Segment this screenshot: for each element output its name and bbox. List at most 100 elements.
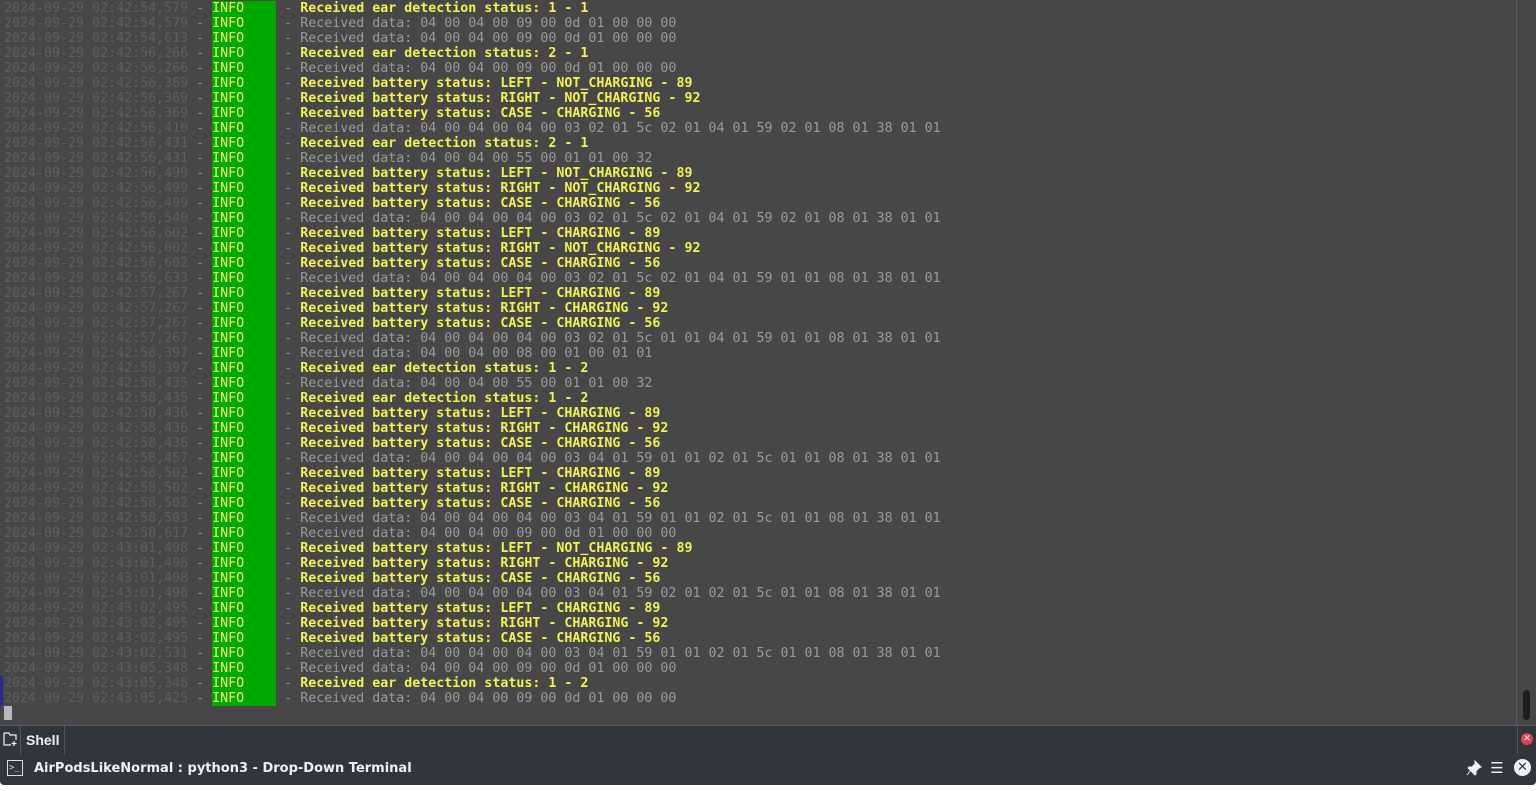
log-line: 2024-09-29 02:42:58,502 - INFO - Receive…	[4, 466, 941, 481]
log-line: 2024-09-29 02:42:56,602 - INFO - Receive…	[4, 256, 941, 271]
log-separator: -	[188, 616, 213, 631]
log-line: 2024-09-29 02:42:56,499 - INFO - Receive…	[4, 181, 941, 196]
log-timestamp: 2024-09-29 02:42:54,613	[4, 31, 189, 46]
log-timestamp: 2024-09-29 02:42:58,502	[4, 496, 189, 511]
log-message: Received battery status: LEFT - NOT_CHAR…	[300, 76, 693, 91]
log-line: 2024-09-29 02:43:05,425 - INFO - Receive…	[4, 691, 941, 706]
log-timestamp: 2024-09-29 02:42:56,369	[4, 76, 189, 91]
log-line: 2024-09-29 02:43:05,348 - INFO - Receive…	[4, 676, 941, 691]
log-separator: -	[276, 586, 301, 601]
close-tab-button[interactable]: ✕	[1517, 726, 1536, 753]
log-level-badge: INFO	[212, 91, 277, 106]
terminal-icon: >_	[7, 760, 23, 776]
log-message: Received battery status: RIGHT - CHARGIN…	[300, 421, 669, 436]
log-timestamp: 2024-09-29 02:43:02,495	[4, 631, 189, 646]
log-timestamp: 2024-09-29 02:42:56,410	[4, 121, 189, 136]
log-timestamp: 2024-09-29 02:42:56,633	[4, 271, 189, 286]
log-message: Received data: 04 00 04 00 04 00 03 04 0…	[300, 451, 941, 466]
log-timestamp: 2024-09-29 02:42:56,369	[4, 91, 189, 106]
log-separator: -	[276, 451, 301, 466]
log-level-badge: INFO	[212, 496, 277, 511]
log-line: 2024-09-29 02:42:56,431 - INFO - Receive…	[4, 136, 941, 151]
log-level-badge: INFO	[212, 376, 277, 391]
log-separator: -	[188, 76, 213, 91]
log-message: Received battery status: LEFT - NOT_CHAR…	[300, 541, 693, 556]
log-separator: -	[276, 571, 301, 586]
log-line: 2024-09-29 02:42:57,267 - INFO - Receive…	[4, 331, 941, 346]
log-line: 2024-09-29 02:42:58,436 - INFO - Receive…	[4, 436, 941, 451]
log-level-badge: INFO	[212, 256, 277, 271]
log-separator: -	[188, 1, 213, 16]
log-separator: -	[188, 196, 213, 211]
log-separator: -	[188, 346, 213, 361]
new-tab-icon[interactable]	[3, 732, 17, 746]
log-level-badge: INFO	[212, 586, 277, 601]
log-message: Received battery status: RIGHT - CHARGIN…	[300, 556, 669, 571]
log-separator: -	[188, 691, 213, 706]
log-line: 2024-09-29 02:42:56,499 - INFO - Receive…	[4, 166, 941, 181]
log-separator: -	[276, 136, 301, 151]
log-timestamp: 2024-09-29 02:42:54,579	[4, 16, 189, 31]
log-message: Received battery status: LEFT - NOT_CHAR…	[300, 166, 693, 181]
log-separator: -	[188, 631, 213, 646]
log-line: 2024-09-29 02:43:01,498 - INFO - Receive…	[4, 571, 941, 586]
log-line: 2024-09-29 02:42:58,436 - INFO - Receive…	[4, 421, 941, 436]
log-line: 2024-09-29 02:42:58,397 - INFO - Receive…	[4, 361, 941, 376]
log-line: 2024-09-29 02:42:56,266 - INFO - Receive…	[4, 61, 941, 76]
log-separator: -	[276, 61, 301, 76]
log-line: 2024-09-29 02:42:58,435 - INFO - Receive…	[4, 391, 941, 406]
log-separator: -	[276, 661, 301, 676]
log-line: 2024-09-29 02:43:01,498 - INFO - Receive…	[4, 556, 941, 571]
log-level-badge: INFO	[212, 166, 277, 181]
log-separator: -	[276, 676, 301, 691]
log-separator: -	[188, 271, 213, 286]
log-separator: -	[188, 256, 213, 271]
log-message: Received battery status: RIGHT - CHARGIN…	[300, 616, 669, 631]
log-timestamp: 2024-09-29 02:43:01,498	[4, 586, 189, 601]
log-message: Received battery status: CASE - CHARGING…	[300, 316, 661, 331]
log-separator: -	[188, 211, 213, 226]
scrollbar[interactable]	[1516, 0, 1536, 725]
log-message: Received data: 04 00 04 00 04 00 03 02 0…	[300, 271, 941, 286]
pin-icon[interactable]	[1465, 759, 1483, 777]
log-message: Received data: 04 00 04 00 09 00 0d 01 0…	[300, 526, 677, 541]
log-separator: -	[276, 31, 301, 46]
log-timestamp: 2024-09-29 02:42:58,435	[4, 391, 189, 406]
log-message: Received ear detection status: 2 - 1	[300, 136, 589, 151]
log-separator: -	[276, 271, 301, 286]
log-message: Received battery status: LEFT - CHARGING…	[300, 601, 661, 616]
log-level-badge: INFO	[212, 541, 277, 556]
log-line: 2024-09-29 02:42:56,266 - INFO - Receive…	[4, 46, 941, 61]
log-line: 2024-09-29 02:42:54,613 - INFO - Receive…	[4, 31, 941, 46]
log-line: 2024-09-29 02:42:58,503 - INFO - Receive…	[4, 511, 941, 526]
log-separator: -	[188, 586, 213, 601]
terminal-output[interactable]: 2024-09-29 02:42:54,579 - INFO - Receive…	[0, 0, 1516, 725]
hamburger-menu-icon[interactable]: ☰	[1490, 759, 1504, 777]
log-separator: -	[188, 376, 213, 391]
log-separator: -	[276, 391, 301, 406]
log-message: Received battery status: CASE - CHARGING…	[300, 631, 661, 646]
close-window-button[interactable]: ✕	[1514, 759, 1531, 776]
log-line: 2024-09-29 02:42:58,435 - INFO - Receive…	[4, 376, 941, 391]
log-line: 2024-09-29 02:42:58,397 - INFO - Receive…	[4, 346, 941, 361]
log-timestamp: 2024-09-29 02:42:58,503	[4, 511, 189, 526]
log-separator: -	[188, 151, 213, 166]
log-line: 2024-09-29 02:42:58,502 - INFO - Receive…	[4, 481, 941, 496]
log-message: Received data: 04 00 04 00 09 00 0d 01 0…	[300, 31, 677, 46]
log-line: 2024-09-29 02:42:57,267 - INFO - Receive…	[4, 301, 941, 316]
log-timestamp: 2024-09-29 02:42:57,267	[4, 331, 189, 346]
log-timestamp: 2024-09-29 02:42:57,267	[4, 301, 189, 316]
log-level-badge: INFO	[212, 286, 277, 301]
log-message: Received battery status: CASE - CHARGING…	[300, 571, 661, 586]
log-separator: -	[188, 241, 213, 256]
scrollbar-thumb[interactable]	[1523, 690, 1530, 720]
log-separator: -	[276, 601, 301, 616]
log-separator: -	[276, 301, 301, 316]
log-separator: -	[276, 91, 301, 106]
log-line: 2024-09-29 02:43:02,495 - INFO - Receive…	[4, 616, 941, 631]
log-timestamp: 2024-09-29 02:42:56,540	[4, 211, 189, 226]
log-timestamp: 2024-09-29 02:42:58,502	[4, 481, 189, 496]
tab-shell[interactable]: Shell	[20, 726, 66, 756]
log-timestamp: 2024-09-29 02:42:58,397	[4, 361, 189, 376]
log-level-badge: INFO	[212, 451, 277, 466]
